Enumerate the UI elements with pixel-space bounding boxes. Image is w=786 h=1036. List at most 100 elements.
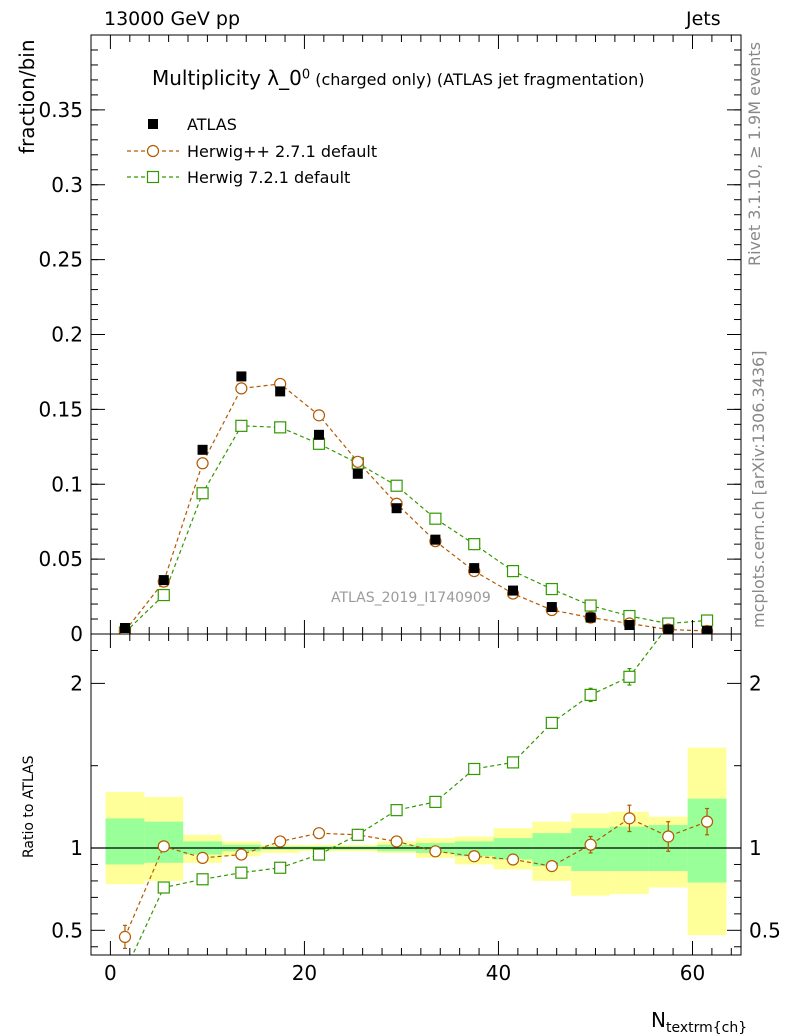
ratio-point-square (584, 688, 597, 702)
main-y-tick-label: 0.35 (38, 98, 83, 122)
ratio-point-square (506, 756, 520, 769)
main-point-data (430, 534, 441, 545)
main-point-data (702, 626, 713, 634)
ratio-point-square (351, 828, 364, 841)
ratio-point-circle (196, 851, 209, 864)
analysis-watermark: ATLAS_2019_I1740909 (331, 590, 491, 606)
x-axis-label-sub: textrm{ch} (665, 1020, 748, 1036)
main-point-square (274, 421, 287, 434)
main-point-square (545, 582, 558, 596)
band-green-bin (105, 818, 145, 865)
main-point-square (312, 437, 326, 450)
main-point-circle (351, 455, 364, 468)
main-point-data (275, 386, 286, 397)
main-point-square (468, 538, 481, 551)
ratio-point-circle (118, 930, 132, 943)
legend-marker-circle (146, 144, 160, 158)
main-point-circle (196, 457, 209, 470)
ratio-y-tick-label-left: 0.5 (51, 918, 83, 942)
main-y-tick-label: 0.3 (51, 173, 83, 197)
x-tick-label: 20 (292, 961, 317, 985)
axes: 00.050.10.150.20.250.30.350 20 40 600.5 0.51… (38, 34, 781, 985)
main-panel-series (118, 371, 714, 634)
ratio-line-square (131, 634, 663, 955)
ratio-y-tick-label-right: 2 (749, 671, 762, 695)
main-point-square (700, 614, 714, 627)
legend: ATLAS Herwig++ 2.7.1 default Herwig 7.2.1 … (127, 115, 377, 187)
ratio-point-circle (157, 840, 170, 853)
main-point-square (506, 565, 520, 578)
ratio-point-circle (312, 827, 326, 840)
title-tail: (charged only) (ATLAS jet fragmentation) (315, 70, 645, 89)
ratio-point-square (623, 670, 636, 683)
ratio-point-square (390, 804, 403, 817)
main-point-data (469, 563, 480, 574)
ratio-frame (90, 633, 742, 956)
ratio-point-circle (662, 830, 675, 843)
main-point-square (235, 419, 248, 432)
ratio-point-square (119, 966, 130, 977)
main-line-square (124, 425, 708, 633)
ratio-point-square (235, 866, 248, 879)
main-point-circle (312, 409, 326, 422)
ratio-point-square (468, 762, 481, 776)
mcplots-info: mcplots.cern.ch [arXiv:1306.3436] (749, 350, 768, 628)
main-point-data (197, 444, 208, 455)
main-point-square (390, 479, 403, 492)
chart-title: Multiplicity λ_00 (charged only) (ATLAS … (152, 66, 644, 90)
ratio-point-square (545, 716, 558, 729)
main-y-tick-label: 0 (70, 622, 83, 646)
ratio-point-circle (584, 838, 597, 851)
main-point-data (352, 468, 363, 479)
band-green-bin (454, 841, 494, 857)
main-y-tick-label: 0.15 (38, 397, 83, 421)
ratio-y-tick-label-left: 2 (70, 671, 83, 695)
title-superscript: 0 (301, 67, 311, 83)
legend-label-square: Herwig 7.2.1 default (187, 168, 350, 187)
title-main: Multiplicity λ_0 (152, 66, 302, 90)
legend-marker-square (146, 170, 160, 184)
ratio-point-circle (429, 845, 442, 858)
ratio-point-circle (545, 860, 558, 873)
ratio-point-circle (235, 848, 248, 861)
main-point-data (546, 602, 557, 613)
main-point-data (158, 575, 169, 586)
main-point-square (196, 487, 209, 500)
ratio-y-tick-label-right: 0.5 (749, 918, 781, 942)
main-point-square (584, 599, 597, 612)
ratio-y-tick-label-left: 1 (70, 836, 83, 860)
main-point-square (429, 512, 442, 525)
x-tick-label: 0 (104, 961, 117, 985)
legend-label-circle: Herwig++ 2.7.1 default (187, 142, 377, 161)
ratio-y-tick-label-right: 1 (749, 836, 762, 860)
main-point-data (391, 503, 402, 514)
x-axis-label-main: N (651, 1008, 666, 1032)
x-tick-label: 60 (680, 961, 705, 985)
main-point-data (313, 429, 324, 440)
ratio-point-square (157, 881, 170, 894)
main-y-tick-label: 0.25 (38, 248, 83, 272)
band-green-bin (610, 826, 649, 872)
x-tick-label: 40 (486, 961, 511, 985)
main-point-square (157, 588, 170, 602)
main-line-circle (124, 383, 708, 632)
ratio-point-circle (506, 853, 520, 866)
x-axis-label: Ntextrm{ch} (651, 1008, 747, 1036)
main-point-data (236, 371, 247, 382)
ratio-point-square (429, 795, 442, 809)
main-point-data (119, 623, 130, 634)
ratio-line-circle (124, 817, 708, 938)
ratio-point-circle (390, 835, 403, 848)
ratio-point-square (274, 861, 287, 874)
ratio-point-circle (623, 812, 636, 825)
main-y-tick-label: 0.05 (38, 547, 83, 571)
main-point-data (585, 612, 596, 623)
ratio-point-circle (468, 850, 481, 863)
main-y-label: fraction/bin (15, 39, 39, 155)
ratio-panel-series (91, 634, 741, 977)
ratio-point-circle (700, 815, 714, 828)
legend-label-data: ATLAS (187, 115, 237, 134)
main-point-data (624, 620, 635, 631)
main-y-tick-label: 0.2 (51, 323, 83, 347)
